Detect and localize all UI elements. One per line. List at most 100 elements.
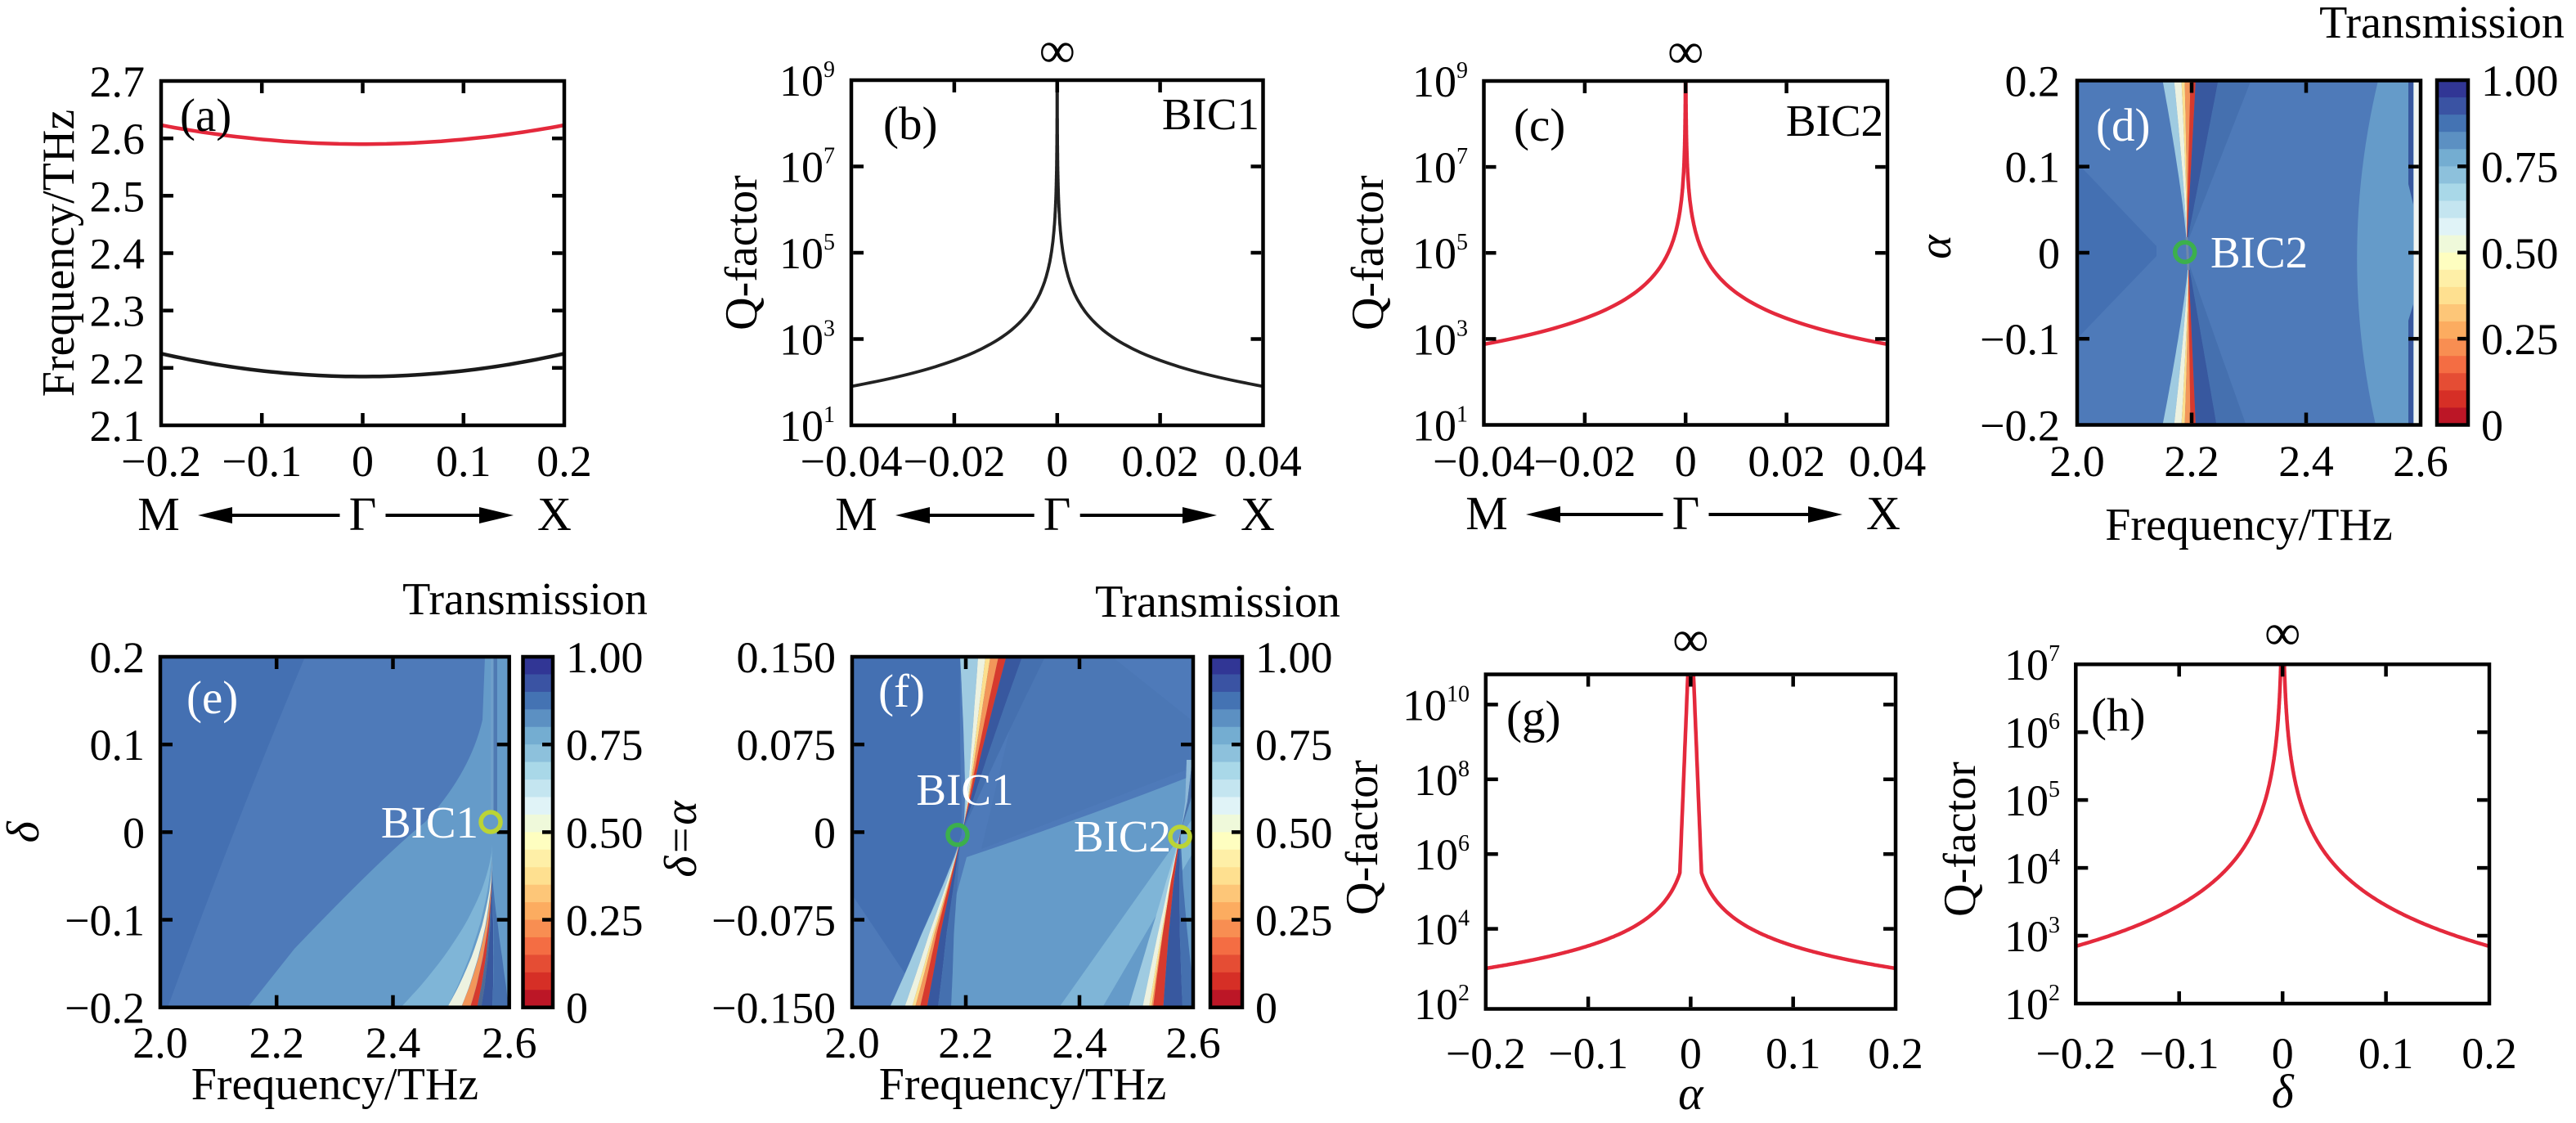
svg-text:−0.2: −0.2 (65, 984, 145, 1033)
svg-text:0.25: 0.25 (1255, 896, 1333, 946)
svg-text:2.4: 2.4 (366, 1018, 421, 1067)
svg-text:(b): (b) (883, 98, 937, 150)
svg-text:2.0: 2.0 (2049, 437, 2105, 486)
svg-text:−0.1: −0.1 (222, 437, 302, 486)
svg-text:0: 0 (814, 808, 836, 857)
svg-text:BIC1: BIC1 (381, 797, 478, 847)
svg-text:2.6: 2.6 (2393, 437, 2448, 486)
svg-text:(e): (e) (186, 672, 238, 724)
svg-text:BIC1: BIC1 (916, 765, 1013, 815)
svg-text:Transmission: Transmission (402, 574, 648, 625)
svg-text:0.02: 0.02 (1748, 437, 1825, 486)
svg-text:0.04: 0.04 (1224, 437, 1302, 486)
svg-text:2.6: 2.6 (90, 115, 146, 164)
svg-text:0.50: 0.50 (566, 808, 644, 857)
svg-text:2.2: 2.2 (2164, 437, 2219, 486)
svg-text:(g): (g) (1506, 692, 1560, 743)
svg-text:−0.075: −0.075 (711, 896, 836, 946)
svg-text:−0.150: −0.150 (711, 984, 836, 1033)
svg-text:2.5: 2.5 (90, 172, 146, 221)
svg-text:Q-factor: Q-factor (1343, 175, 1393, 330)
svg-text:−0.1: −0.1 (1548, 1029, 1628, 1078)
svg-text:−0.02: −0.02 (903, 437, 1005, 486)
svg-text:BIC2: BIC2 (1074, 811, 1171, 861)
svg-text:2.6: 2.6 (482, 1018, 537, 1067)
svg-text:Γ: Γ (349, 487, 377, 541)
svg-text:−0.1: −0.1 (1980, 315, 2060, 364)
svg-text:BIC2: BIC2 (1786, 96, 1883, 146)
svg-text:0.50: 0.50 (1255, 808, 1333, 857)
svg-text:0.1: 0.1 (90, 721, 146, 770)
svg-text:−0.2: −0.2 (1980, 402, 2060, 451)
svg-text:(f): (f) (878, 666, 925, 717)
svg-text:0: 0 (1680, 1029, 1702, 1078)
svg-text:Frequency/THz: Frequency/THz (191, 1059, 478, 1110)
svg-text:1010: 1010 (1402, 681, 1470, 730)
svg-text:Q-factor: Q-factor (1935, 761, 1986, 917)
svg-text:2.2: 2.2 (90, 344, 146, 393)
svg-text:Frequency/THz: Frequency/THz (2105, 500, 2392, 550)
svg-text:0.1: 0.1 (1766, 1029, 1821, 1078)
svg-text:Q-factor: Q-factor (1337, 760, 1388, 915)
svg-text:0.25: 0.25 (566, 896, 644, 946)
svg-text:1.00: 1.00 (1255, 633, 1333, 682)
svg-text:Frequency/THz: Frequency/THz (34, 110, 84, 397)
svg-text:101: 101 (779, 402, 835, 451)
svg-text:∞: ∞ (1039, 23, 1075, 79)
svg-text:−0.02: −0.02 (1533, 437, 1636, 486)
svg-text:0: 0 (2038, 229, 2060, 278)
svg-text:2.0: 2.0 (824, 1018, 880, 1067)
svg-text:1.00: 1.00 (566, 633, 644, 682)
svg-text:0.2: 0.2 (2005, 57, 2061, 106)
svg-text:BIC2: BIC2 (2210, 227, 2308, 277)
svg-text:0.75: 0.75 (566, 721, 644, 770)
svg-text:(h): (h) (2091, 690, 2145, 741)
svg-text:−0.04: −0.04 (1433, 437, 1535, 486)
svg-text:0.75: 0.75 (1255, 721, 1333, 770)
svg-text:BIC1: BIC1 (1162, 89, 1259, 139)
svg-text:0: 0 (2272, 1029, 2294, 1078)
svg-text:Transmission: Transmission (2319, 0, 2565, 48)
svg-text:∞: ∞ (2264, 605, 2300, 661)
svg-text:−0.2: −0.2 (2035, 1029, 2116, 1078)
svg-text:0: 0 (123, 808, 145, 857)
svg-text:Γ: Γ (1672, 487, 1700, 540)
svg-text:(a): (a) (180, 90, 231, 141)
svg-text:0: 0 (566, 984, 588, 1033)
svg-text:δ: δ (2272, 1065, 2295, 1118)
svg-text:M: M (137, 487, 180, 541)
svg-text:0.04: 0.04 (1849, 437, 1927, 486)
svg-text:Γ: Γ (1043, 487, 1071, 541)
svg-text:0.25: 0.25 (2481, 315, 2559, 364)
svg-text:0.75: 0.75 (2481, 142, 2559, 191)
svg-text:2.4: 2.4 (90, 230, 146, 279)
svg-text:X: X (1241, 487, 1275, 541)
svg-text:Q-factor: Q-factor (716, 175, 767, 330)
svg-text:2.2: 2.2 (249, 1018, 304, 1067)
svg-text:X: X (1866, 487, 1901, 540)
svg-text:α: α (1910, 234, 1961, 259)
svg-text:2.1: 2.1 (90, 402, 146, 451)
svg-text:0.1: 0.1 (2358, 1029, 2414, 1078)
svg-text:−0.2: −0.2 (1446, 1029, 1526, 1078)
svg-text:2.0: 2.0 (132, 1018, 188, 1067)
svg-text:0: 0 (352, 437, 374, 486)
svg-text:M: M (1465, 487, 1508, 540)
svg-text:Frequency/THz: Frequency/THz (879, 1059, 1166, 1110)
svg-text:0.2: 0.2 (1868, 1029, 1923, 1078)
svg-text:0.075: 0.075 (737, 721, 837, 770)
svg-text:0.2: 0.2 (2462, 1029, 2517, 1078)
svg-text:102: 102 (2004, 980, 2060, 1029)
svg-text:0.02: 0.02 (1121, 437, 1199, 486)
svg-text:2.7: 2.7 (90, 57, 146, 106)
svg-text:2.4: 2.4 (1052, 1018, 1107, 1067)
svg-text:0.50: 0.50 (2481, 229, 2559, 278)
svg-text:(d): (d) (2096, 100, 2150, 151)
svg-text:2.6: 2.6 (1165, 1018, 1221, 1067)
svg-text:0.150: 0.150 (737, 633, 837, 682)
svg-text:−0.2: −0.2 (121, 437, 201, 486)
svg-text:(c): (c) (1514, 100, 1565, 151)
svg-text:−0.1: −0.1 (2139, 1029, 2219, 1078)
svg-text:∞: ∞ (1672, 612, 1708, 667)
svg-text:δ: δ (0, 820, 49, 842)
